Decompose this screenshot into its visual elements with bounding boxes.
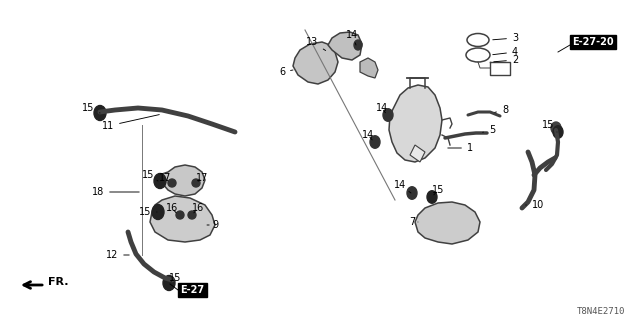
Text: 14: 14 <box>362 130 374 140</box>
Text: 15: 15 <box>82 103 100 113</box>
Polygon shape <box>389 85 442 162</box>
Text: 17: 17 <box>196 173 208 183</box>
Ellipse shape <box>154 173 166 188</box>
Text: 7: 7 <box>409 217 418 227</box>
Ellipse shape <box>168 179 176 187</box>
Text: 15: 15 <box>432 185 444 195</box>
Polygon shape <box>360 58 378 78</box>
Ellipse shape <box>354 40 362 50</box>
Text: 10: 10 <box>526 200 544 210</box>
Text: 16: 16 <box>166 203 178 213</box>
Text: 12: 12 <box>106 250 129 260</box>
Text: 6: 6 <box>279 67 293 77</box>
Polygon shape <box>150 196 215 242</box>
Text: 14: 14 <box>376 103 388 113</box>
Ellipse shape <box>163 276 175 291</box>
Ellipse shape <box>427 191 437 203</box>
Polygon shape <box>293 42 338 84</box>
Text: T8N4E2710: T8N4E2710 <box>577 308 625 316</box>
Text: 14: 14 <box>394 180 411 193</box>
Ellipse shape <box>188 211 196 219</box>
Polygon shape <box>328 32 362 60</box>
Text: 14: 14 <box>346 30 358 45</box>
Ellipse shape <box>553 126 563 138</box>
Text: 15: 15 <box>142 170 158 181</box>
Text: E-27-20: E-27-20 <box>572 37 614 47</box>
Ellipse shape <box>383 109 393 121</box>
Text: 15: 15 <box>542 120 557 132</box>
Ellipse shape <box>192 179 200 187</box>
Text: 13: 13 <box>306 37 326 51</box>
Text: 18: 18 <box>92 187 140 197</box>
Ellipse shape <box>370 136 380 148</box>
Text: 3: 3 <box>493 33 518 43</box>
Text: 5: 5 <box>483 125 495 135</box>
Polygon shape <box>160 165 205 196</box>
Text: 15: 15 <box>169 273 181 283</box>
Text: 9: 9 <box>207 220 218 230</box>
Ellipse shape <box>407 187 417 199</box>
Ellipse shape <box>94 106 106 121</box>
Ellipse shape <box>176 211 184 219</box>
Text: 16: 16 <box>192 203 204 213</box>
Text: 2: 2 <box>494 55 518 65</box>
Text: 8: 8 <box>495 105 508 115</box>
Text: E-27: E-27 <box>180 285 204 295</box>
Text: 4: 4 <box>493 47 518 57</box>
Text: 11: 11 <box>102 115 159 131</box>
Text: FR.: FR. <box>48 277 68 287</box>
Ellipse shape <box>152 204 164 220</box>
Ellipse shape <box>551 122 561 134</box>
Polygon shape <box>415 202 480 244</box>
Text: 17: 17 <box>159 173 171 183</box>
Text: 15: 15 <box>139 207 157 217</box>
Polygon shape <box>410 145 425 162</box>
Text: 1: 1 <box>448 143 473 153</box>
